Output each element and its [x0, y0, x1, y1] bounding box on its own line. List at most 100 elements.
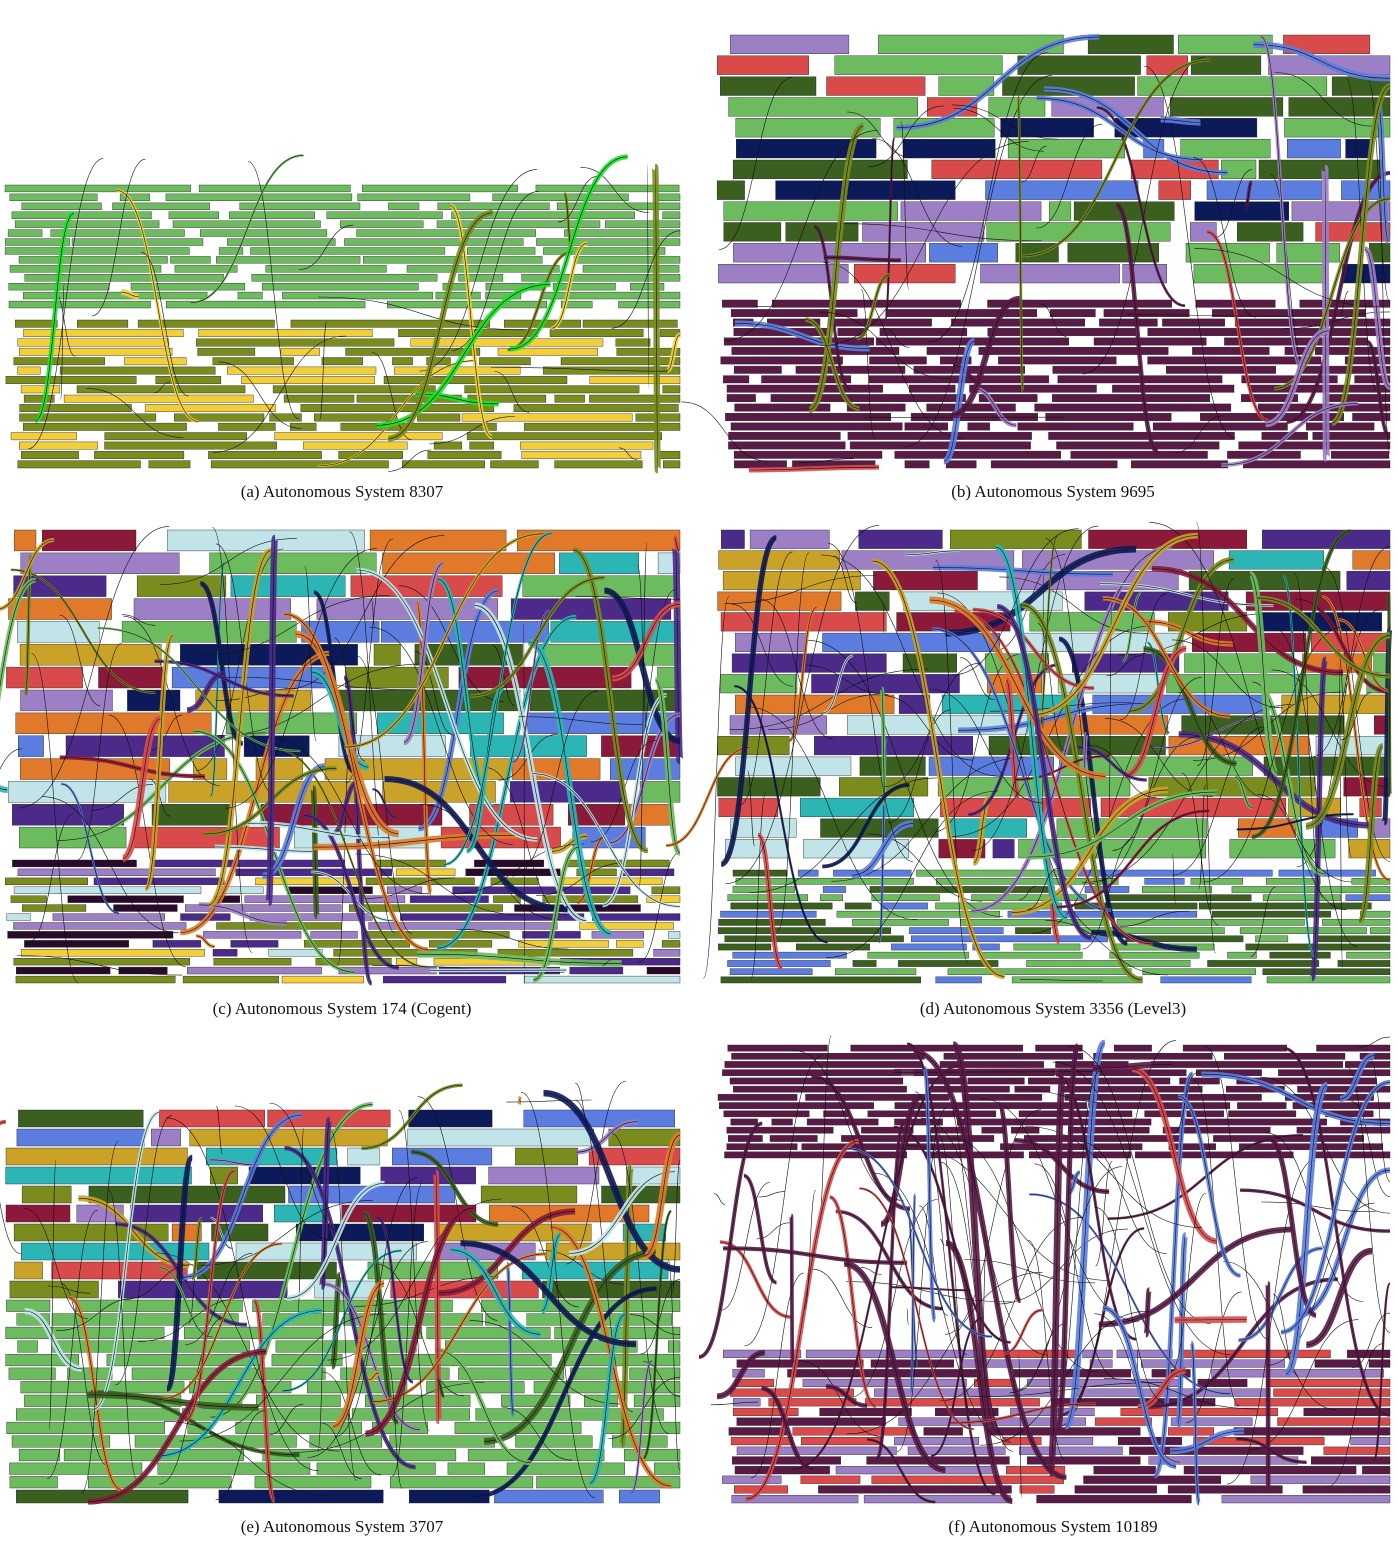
flow-band [652, 887, 680, 894]
flow-band [169, 212, 219, 219]
flow-band [11, 433, 77, 440]
flow-band [729, 432, 841, 439]
flow-band [592, 931, 644, 938]
flow-band [924, 1428, 963, 1436]
flow-band [296, 1224, 424, 1241]
flow-band [732, 1457, 841, 1465]
flow-band [553, 283, 615, 290]
flow-band [812, 674, 960, 693]
flow-panel [0, 526, 680, 983]
flow-line [759, 1192, 785, 1197]
flow-band [725, 936, 904, 942]
flow-band [1237, 1103, 1286, 1109]
flow-band [519, 940, 609, 947]
flow-band [835, 56, 1003, 75]
flow-band [796, 366, 905, 373]
flow-band [1317, 1045, 1391, 1051]
flow-band [21, 949, 205, 956]
flow-band [735, 1466, 830, 1474]
flow-band [836, 1466, 992, 1474]
flow-band [1315, 1360, 1360, 1368]
flow-band [728, 1045, 828, 1051]
flow-band [1353, 551, 1390, 570]
flow-band [269, 949, 323, 956]
flow-band [561, 358, 680, 365]
flow-band [619, 1490, 660, 1503]
flow-band [1229, 551, 1324, 570]
flow-band [574, 256, 680, 263]
flow-band [231, 940, 278, 947]
flow-band [1024, 1135, 1183, 1141]
flow-band [113, 203, 210, 210]
flow-band [1347, 952, 1391, 958]
flow-band [1331, 451, 1389, 458]
flow-line [714, 1194, 725, 1205]
flow-band [1050, 309, 1095, 316]
flow-band [1190, 223, 1216, 242]
flow-band [772, 1119, 793, 1125]
flow-band [125, 358, 187, 365]
flow-band [22, 905, 86, 912]
flow-band [851, 1045, 1023, 1051]
caption: (b) Autonomous System 9695 [951, 482, 1155, 501]
flow-band [886, 309, 1037, 316]
flow-band [16, 713, 211, 734]
flow-band [262, 283, 418, 290]
flow-band [340, 221, 423, 228]
flow-band [731, 1119, 758, 1125]
flow-band [7, 1422, 165, 1434]
flow-band [737, 1447, 897, 1455]
flow-band [515, 1148, 577, 1165]
flow-band [981, 264, 1120, 283]
flow-band [1207, 181, 1322, 200]
flow-band [94, 451, 183, 458]
flow-band [1183, 1045, 1287, 1051]
figure: (a) Autonomous System 8307 (b) Autonomou… [0, 0, 1397, 1542]
flow-band [894, 1437, 979, 1445]
flow-band [807, 1119, 878, 1125]
flow-band [273, 386, 435, 393]
flow-band [555, 461, 643, 468]
flow-band [802, 1144, 973, 1150]
flow-band [77, 386, 245, 393]
flow-band [1013, 1369, 1131, 1377]
flow-band [718, 928, 891, 934]
flow-band [481, 1186, 577, 1203]
flow-band [290, 423, 316, 430]
flow-band [18, 339, 169, 346]
flow-band [238, 292, 263, 299]
flow-band [1266, 1379, 1390, 1387]
flow-band [1240, 928, 1367, 934]
flow-band [231, 576, 345, 597]
flow-band [1071, 451, 1208, 458]
flow-band [776, 181, 956, 200]
flow-band [392, 358, 412, 365]
flow-band [198, 348, 255, 355]
flow-band [1012, 977, 1142, 983]
flow-band [21, 451, 78, 458]
flow-band [16, 967, 110, 974]
flow-band [24, 395, 54, 402]
flow-band [722, 300, 757, 307]
flow-panel [666, 522, 1390, 983]
flow-band [10, 1476, 58, 1488]
flow-band [1194, 264, 1326, 283]
flow-band [281, 348, 320, 355]
flow-band [570, 967, 623, 974]
flow-band [1162, 319, 1224, 326]
flow-band [853, 960, 876, 966]
flow-band [476, 1409, 664, 1421]
flow-band [11, 896, 47, 903]
flow-band [1263, 895, 1341, 901]
flow-band [153, 940, 201, 947]
flow-band [203, 931, 301, 938]
flow-band [736, 757, 852, 776]
flow-band [932, 160, 1102, 179]
flow-band [660, 451, 680, 458]
flow-band [583, 265, 679, 272]
flow-band [522, 1262, 668, 1279]
flow-band [1163, 1127, 1270, 1133]
flow-band [7, 914, 31, 921]
flow-line [1239, 1248, 1323, 1340]
flow-band [1053, 366, 1140, 373]
